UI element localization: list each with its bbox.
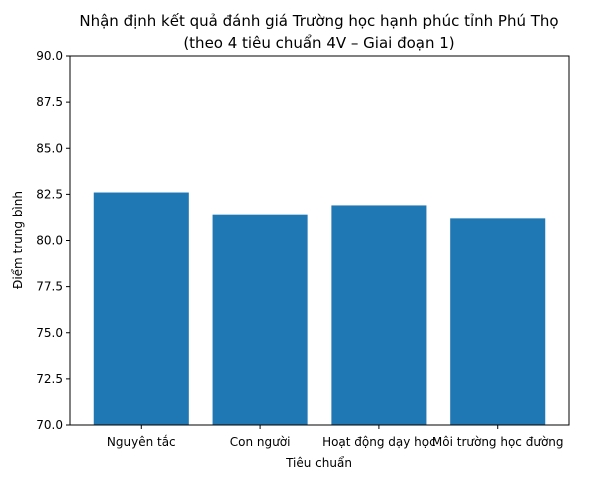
bar-1 <box>212 214 308 425</box>
bar-3 <box>450 218 546 425</box>
x-axis-label: Tiêu chuẩn <box>285 456 352 470</box>
y-tick-label-6: 85.0 <box>36 141 63 155</box>
x-tick-label-1: Con người <box>230 435 291 449</box>
y-tick-label-5: 82.5 <box>36 187 63 201</box>
chart-title-line1: Nhận định kết quả đánh giá Trường học hạ… <box>79 12 558 30</box>
x-tick-label-0: Nguyên tắc <box>107 435 176 449</box>
chart-title-line2: (theo 4 tiêu chuẩn 4V – Giai đoạn 1) <box>183 34 454 52</box>
y-tick-label-1: 72.5 <box>36 372 63 386</box>
y-tick-label-8: 90.0 <box>36 49 63 63</box>
x-tick-label-3: Môi trường học đường <box>432 435 564 449</box>
x-ticks-group: Nguyên tắc Con người Hoạt động dạy họcMôi … <box>107 425 564 449</box>
bar-2 <box>331 205 427 425</box>
plot-frame <box>69 55 570 426</box>
y-tick-label-4: 80.0 <box>36 234 63 248</box>
y-tick-label-3: 77.5 <box>36 280 63 294</box>
y-axis-label: Điểm trung bình <box>11 191 25 289</box>
bars-group <box>93 192 546 425</box>
y-tick-label-0: 70.0 <box>36 418 63 432</box>
y-tick-label-7: 87.5 <box>36 95 63 109</box>
bar-0 <box>93 192 189 425</box>
x-tick-label-2: Hoạt động dạy học <box>322 435 436 449</box>
y-ticks-group: 70.0 72.5 75.0 77.5 80.0 82.5 85.0 87.5 90.0 <box>36 49 70 432</box>
y-tick-label-2: 75.0 <box>36 326 63 340</box>
